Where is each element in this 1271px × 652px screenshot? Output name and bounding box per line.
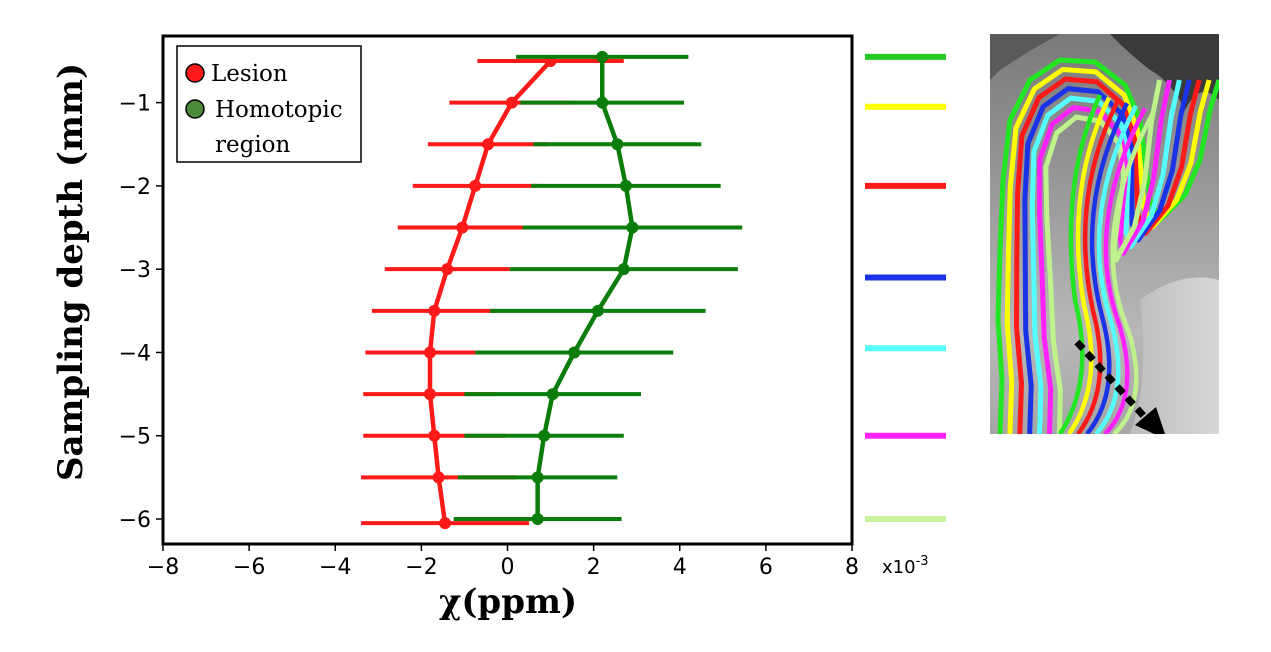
legend-marker-homotopic	[185, 99, 205, 119]
x-axis-ticks: −8 −6 −4 −2 0 2 4 6 8	[147, 544, 859, 580]
legend-label-homotopic-line1: Homotopic	[215, 97, 343, 123]
contour-line	[1004, 67, 1212, 434]
x-tick-label: −6	[233, 555, 265, 580]
data-point	[423, 388, 436, 401]
x-axis-title: χ(ppm)	[439, 582, 577, 622]
chart-series	[361, 50, 743, 530]
data-point	[432, 471, 445, 484]
series-line	[427, 59, 553, 524]
contour-line	[1014, 76, 1202, 434]
y-axis-ticks: −1 −2 −3 −4 −5 −6	[119, 92, 163, 533]
x-tick-label: 4	[673, 555, 687, 580]
data-point	[591, 304, 604, 317]
legend-label-homotopic-line2: region	[215, 132, 291, 158]
contour-line	[1067, 96, 1112, 434]
legend-label-lesion: Lesion	[211, 61, 288, 87]
series-homotopic	[453, 50, 743, 526]
data-point	[596, 96, 609, 109]
legend: Lesion Homotopic region	[176, 45, 362, 163]
white-matter-region	[1130, 277, 1219, 434]
arrow-head	[1135, 407, 1165, 434]
depth-color-key	[865, 53, 946, 523]
contour-line	[1094, 104, 1138, 434]
y-tick-label: −5	[119, 425, 151, 450]
data-point	[423, 346, 436, 359]
data-point	[546, 388, 559, 401]
data-point	[538, 429, 551, 442]
y-tick-label: −6	[119, 508, 151, 533]
contour-line	[1076, 99, 1121, 434]
data-point	[428, 429, 441, 442]
y-tick-label: −1	[119, 92, 151, 117]
y-tick-label: −2	[119, 175, 151, 200]
data-point	[439, 517, 452, 530]
data-point	[617, 263, 630, 276]
y-axis-title: Sampling depth (mm)	[51, 63, 91, 481]
data-point	[626, 221, 639, 234]
x-tick-label: −8	[147, 555, 179, 580]
x-tick-label: 0	[501, 555, 515, 580]
data-point	[505, 96, 518, 109]
y-tick-label: −3	[119, 258, 151, 283]
x-tick-label: −2	[405, 555, 437, 580]
contour-line	[1043, 79, 1163, 434]
data-point	[611, 138, 624, 151]
data-point	[469, 179, 482, 192]
x-tick-label: −4	[319, 555, 351, 580]
cortical-contours	[995, 57, 1219, 434]
data-point	[428, 304, 441, 317]
contour-line	[1085, 102, 1130, 434]
data-point	[596, 50, 609, 63]
x-tick-label: 8	[845, 555, 859, 580]
dark-sulcus-region	[1110, 34, 1219, 110]
series-line	[535, 56, 635, 520]
data-point	[482, 138, 495, 151]
legend-marker-lesion	[185, 63, 205, 83]
data-point	[619, 179, 632, 192]
data-point	[441, 263, 454, 276]
y-tick-label: −4	[119, 341, 151, 366]
contour-line	[995, 57, 1219, 434]
contour-line	[1103, 107, 1147, 434]
x-tick-label: 2	[587, 555, 601, 580]
sampling-direction-arrow	[1074, 339, 1165, 434]
arrow-shaft	[1074, 339, 1153, 426]
brain-image	[990, 34, 1219, 434]
contour-line	[1058, 94, 1103, 434]
contour-line	[1022, 79, 1192, 434]
data-point	[568, 346, 581, 359]
x-scale-base: x10	[882, 557, 916, 578]
x-scale-exponent: -3	[916, 554, 929, 569]
dark-region-top	[990, 34, 1060, 80]
data-point	[531, 471, 544, 484]
data-point	[531, 513, 544, 526]
x-tick-label: 6	[759, 555, 773, 580]
legend-box	[176, 45, 362, 163]
data-point	[456, 221, 469, 234]
x-scale-multiplier: x10-3	[882, 554, 929, 578]
